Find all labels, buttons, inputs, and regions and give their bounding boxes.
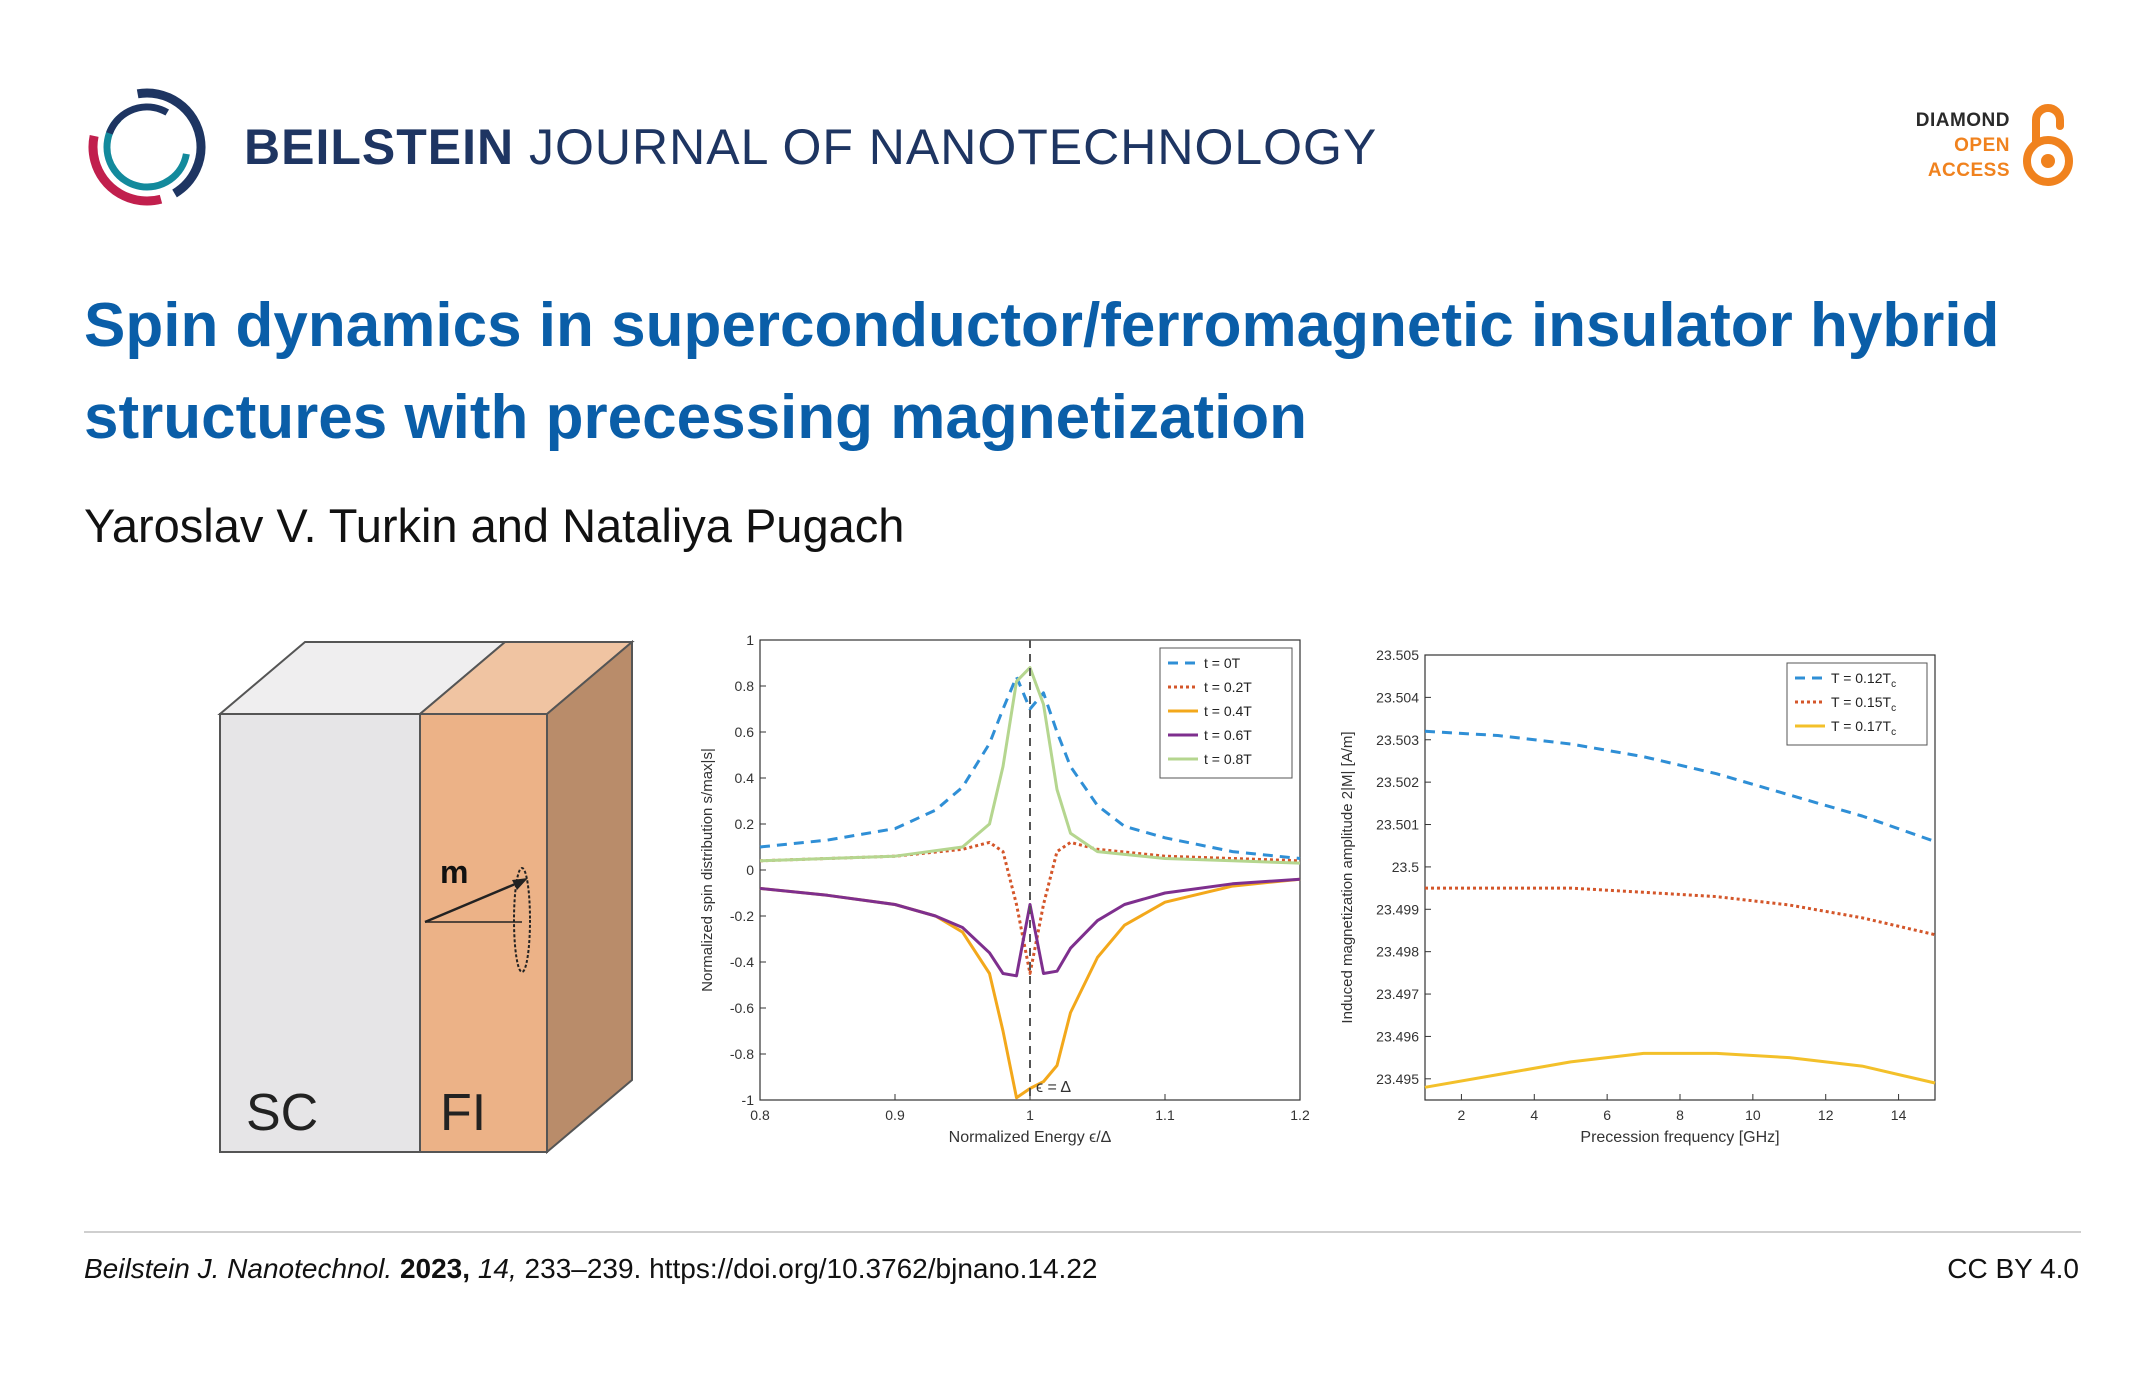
spin-legend-label: t = 0.6T [1204, 727, 1252, 743]
m-label: m [440, 854, 468, 890]
citation-year: 2023, [399, 1253, 471, 1284]
citation: Beilstein J. Nanotechnol. 2023, 14, 233–… [84, 1253, 1097, 1285]
spin-y-tick-label: 0.2 [735, 816, 755, 832]
amp-y-tick-label: 23.504 [1376, 689, 1419, 705]
spin-y-tick-label: 0.4 [735, 770, 755, 786]
magnetization-amplitude-chart: 2 4 6 8 10 12 14 23.505 23.504 23.503 23.502 23.501… [1339, 647, 1936, 1146]
amp-series-line-1 [1425, 886, 1936, 937]
spin-legend-label: t = 0.4T [1204, 703, 1252, 719]
journal-name[interactable]: BEILSTEIN JOURNAL OF NANOTECHNOLOGY [244, 118, 1377, 176]
amp-y-tick-label: 23.499 [1376, 901, 1419, 917]
spin-legend [1159, 647, 1293, 779]
amp-x-axis-label: Precession frequency [GHz] [1580, 1129, 1779, 1146]
amp-legend [1786, 662, 1928, 746]
spin-y-tick-label: 0.8 [735, 678, 755, 694]
spin-y-tick-label: -0.4 [730, 954, 754, 970]
amp-legend-label: T = 0.15Tc [1831, 694, 1896, 714]
amp-y-tick-label: 23.497 [1376, 986, 1419, 1002]
footer-divider [84, 1231, 2081, 1233]
spin-x-tick-label: 1.1 [1155, 1107, 1175, 1123]
amp-y-tick-label: 23.5 [1392, 859, 1419, 875]
citation-volume: 14, [477, 1253, 517, 1284]
amp-legend-label-subscript: c [1891, 703, 1896, 714]
citation-pages-doi[interactable]: 233–239. https://doi.org/10.3762/bjnano.… [524, 1253, 1098, 1284]
oa-open-label: OPEN [1954, 135, 2010, 156]
amp-x-tick-label: 14 [1891, 1107, 1907, 1123]
journal-name-strong: BEILSTEIN [244, 119, 515, 175]
magnetization-vector [424, 880, 521, 924]
journal-name-rest: JOURNAL OF NANOTECHNOLOGY [514, 119, 1378, 175]
amp-x-tick-label: 4 [1530, 1107, 1538, 1123]
spin-y-tick-label: -0.6 [730, 1000, 754, 1016]
amp-y-tick-label: 23.502 [1376, 774, 1419, 790]
spin-y-tick-label: 0.6 [735, 724, 755, 740]
spin-legend-label: t = 0.8T [1204, 751, 1252, 767]
amp-x-tick-label: 12 [1818, 1107, 1834, 1123]
amp-x-tick-label: 8 [1676, 1107, 1684, 1123]
amp-y-tick-label: 23.498 [1376, 944, 1419, 960]
amp-y-tick-label: 23.496 [1376, 1028, 1419, 1044]
open-access-lock-icon [2023, 104, 2073, 186]
amp-legend-label-subscript: c [1891, 727, 1896, 738]
spin-x-tick-label: 0.8 [750, 1107, 770, 1123]
diamond-open-access-badge: DIAMOND OPEN ACCESS [1916, 108, 2010, 183]
amp-legend-label-subscript: c [1891, 679, 1896, 690]
license-label[interactable]: CC BY 4.0 [1947, 1253, 2079, 1284]
amp-y-axis-label: Induced magnetization amplitude 2|M| [A/… [1339, 731, 1356, 1023]
amp-x-tick-label: 2 [1458, 1107, 1466, 1123]
spin-y-axis-label: Normalized spin distribution s/max|s| [699, 748, 716, 992]
spin-distribution-chart: 0.8 0.9 1 1.1 1.2 1 0.8 0.6 0.4 0.2 0 -0.2 -0.4 -0.6 -… [699, 632, 1310, 1146]
spin-annotation: ϵ = Δ [1036, 1079, 1071, 1096]
journal-abbrev: Beilstein J. Nanotechnol. [84, 1253, 393, 1284]
spin-series-line-4 [759, 666, 1301, 865]
amp-y-tick-label: 23.501 [1376, 817, 1419, 833]
amp-legend-label: T = 0.17Tc [1831, 718, 1896, 738]
amp-series-line-0 [1424, 729, 1936, 843]
spin-series-line-3 [759, 877, 1301, 978]
spin-legend-label: t = 0T [1204, 655, 1241, 671]
fi-label: FI [440, 1084, 486, 1142]
sc-label: SC [246, 1084, 318, 1142]
spin-x-axis-label: Normalized Energy ϵ/Δ [949, 1129, 1112, 1146]
amp-legend-label: T = 0.12Tc [1831, 670, 1896, 690]
spin-x-tick-label: 0.9 [885, 1107, 905, 1123]
oa-diamond-label: DIAMOND [1915, 110, 2010, 131]
amp-x-tick-label: 6 [1603, 1107, 1611, 1123]
spin-y-tick-label: -0.8 [730, 1046, 754, 1062]
spin-y-tick-label: 0 [746, 862, 754, 878]
oa-access-label: ACCESS [1927, 160, 2010, 181]
article-title: Spin dynamics in superconductor/ferromag… [84, 291, 2000, 452]
spin-legend-label: t = 0.2T [1204, 679, 1252, 695]
fi-front-face [419, 713, 548, 1153]
amp-series-line-2 [1424, 1051, 1936, 1089]
amp-y-tick-label: 23.505 [1376, 647, 1419, 663]
amp-y-tick-label: 23.495 [1376, 1071, 1419, 1087]
precession-ellipse [513, 867, 531, 973]
spin-y-tick-label: -0.2 [730, 908, 754, 924]
beilstein-logo-icon [88, 88, 206, 206]
amp-x-tick-label: 10 [1745, 1107, 1761, 1123]
spin-series-line-0 [759, 675, 1301, 860]
spin-y-tick-label: 1 [746, 632, 754, 648]
sc-fi-structure-diagram: m SC FI [217, 639, 635, 1155]
fi-side-face [546, 639, 633, 1155]
article-authors: Yaroslav V. Turkin and Nataliya Pugach [84, 499, 905, 552]
spin-x-tick-label: 1 [1026, 1107, 1034, 1123]
spin-x-tick-label: 1.2 [1290, 1107, 1310, 1123]
amp-y-tick-label: 23.503 [1376, 732, 1419, 748]
spin-y-tick-label: -1 [742, 1092, 755, 1108]
